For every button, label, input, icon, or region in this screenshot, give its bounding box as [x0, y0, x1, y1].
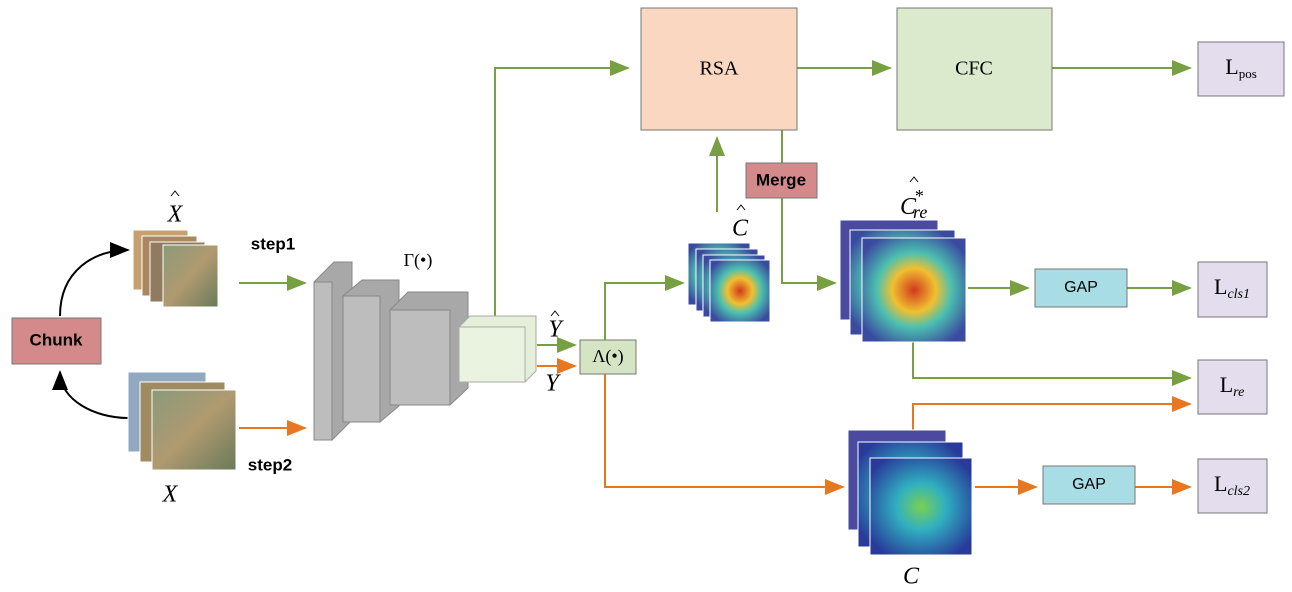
loss-main: L: [1220, 372, 1233, 397]
gamma-label: Γ(•): [404, 250, 433, 271]
cfc-label: CFC: [955, 58, 993, 80]
loss-sub: cls2: [1227, 484, 1250, 499]
step-label: step1: [251, 234, 295, 253]
merge-label: Merge: [756, 170, 806, 189]
loss-main: L: [1225, 54, 1238, 79]
chunk-label: Chunk: [30, 330, 83, 349]
loss-sub: cls1: [1227, 287, 1250, 302]
network: [314, 262, 536, 440]
symbol: C: [903, 564, 920, 590]
gap-label: GAP: [1072, 476, 1106, 493]
symbol: X: [162, 482, 179, 508]
loss-sub: re: [1233, 385, 1244, 400]
symbol: Y: [548, 317, 564, 343]
symbol: C*re: [900, 186, 927, 222]
symbol-sub: re: [913, 202, 927, 222]
rsa-label: RSA: [700, 58, 739, 80]
diagram: RSA CFC Merge Chunk GAP GAP Λ(•) Γ(•) st…: [0, 0, 1292, 592]
symbol: Y: [545, 371, 561, 397]
step-label: step2: [248, 455, 292, 474]
symbol: C: [732, 216, 749, 242]
gap-label: GAP: [1064, 279, 1098, 296]
symbol: X: [167, 202, 184, 228]
lambda-label: Λ(•): [592, 346, 623, 367]
loss-main: L: [1214, 274, 1227, 299]
loss-main: L: [1214, 471, 1227, 496]
loss-sub: pos: [1239, 66, 1257, 81]
